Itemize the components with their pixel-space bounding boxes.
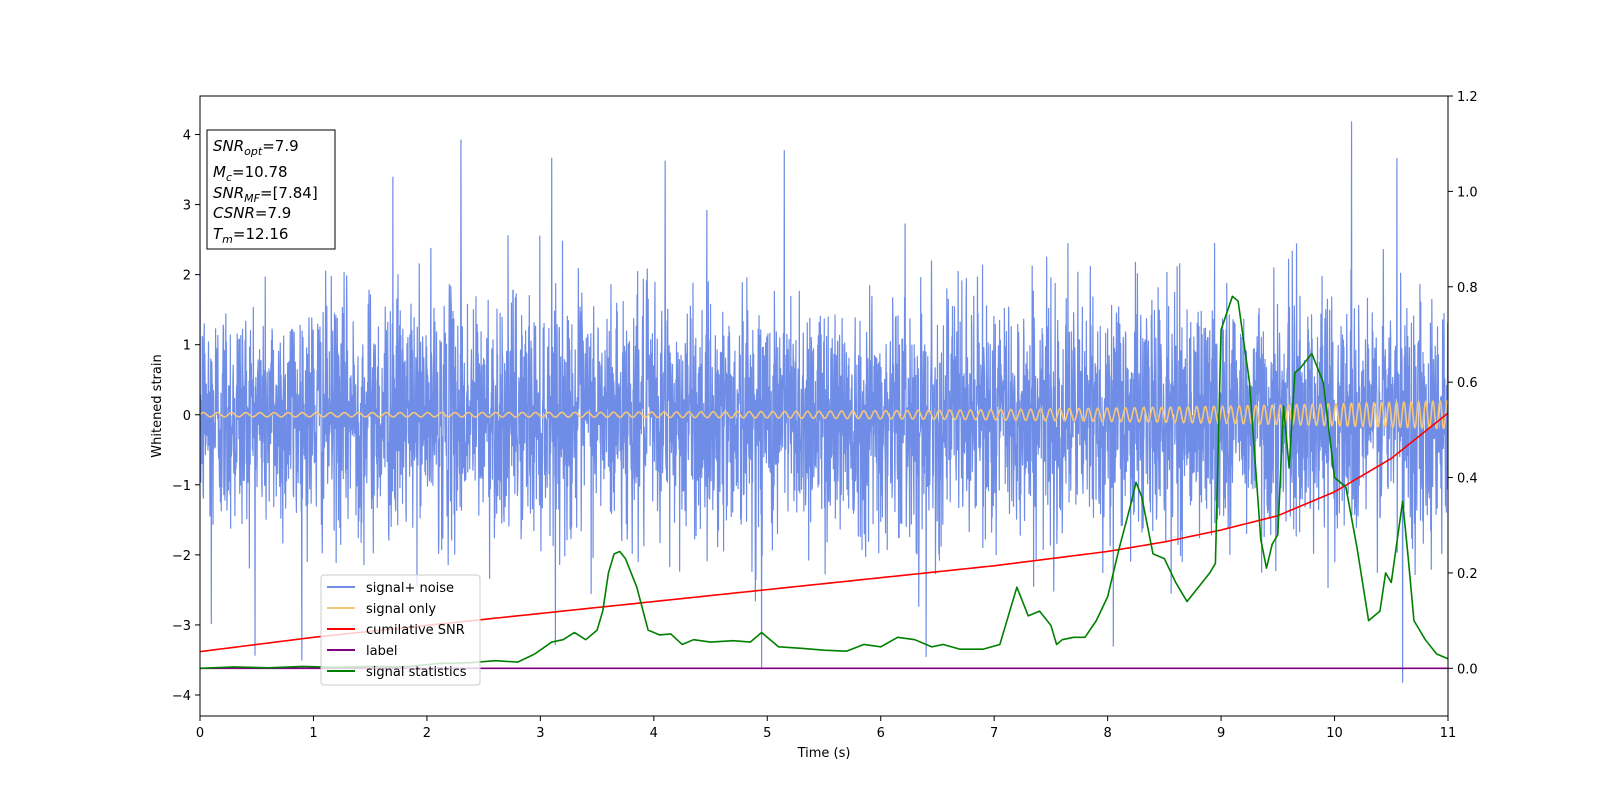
series-line-signal-statistics	[200, 295, 1448, 670]
y-right-tick-label: 1.2	[1457, 90, 1478, 105]
x-tick-label: 4	[650, 726, 658, 741]
y-left-tick-label: −1	[172, 479, 191, 494]
x-tick-label: 2	[423, 726, 431, 741]
legend-frame	[320, 574, 481, 686]
x-tick-label: 10	[1326, 726, 1343, 741]
info-box-line: SNRMF=[7.84]	[213, 184, 318, 205]
y-right-tick-label: 0.2	[1457, 567, 1478, 582]
plot-frame	[199, 95, 1449, 717]
y-left-tick-label: −2	[172, 549, 191, 564]
legend: signal+ noise signal only cumilative SNR la…	[320, 574, 481, 686]
series-line-signal-only	[200, 399, 1448, 430]
info-box-line: CSNR=7.9	[213, 204, 291, 222]
y-right-tick-label: 0.0	[1457, 662, 1478, 677]
y-left-tick-label: 3	[183, 199, 191, 214]
x-tick-label: 11	[1440, 726, 1457, 741]
legend-entry-label: signal statistics	[366, 665, 467, 680]
y-left-tick-label: −3	[172, 619, 191, 634]
info-box-frame	[206, 129, 336, 250]
x-tick-label: 3	[536, 726, 544, 741]
y-left-tick-label: 0	[183, 409, 191, 424]
y-right-tick-label: 0.6	[1457, 376, 1478, 391]
legend-entry-label: label	[366, 644, 397, 659]
info-box-line: Mc=10.78	[213, 163, 288, 184]
x-tick-label: 1	[309, 726, 317, 741]
legend-entry-label: cumilative SNR	[366, 623, 465, 638]
x-axis-label: Time (s)	[797, 746, 851, 761]
y-right-tick-label: 0.8	[1457, 281, 1478, 296]
legend-entry-label: signal only	[366, 602, 436, 617]
x-tick-label: 9	[1217, 726, 1225, 741]
y-left-tick-label: −4	[172, 689, 191, 704]
axes-layer: 0 1 2 3 4 5 6 7 8 9 10 1143210−1−2−3−40.00.20.40.60…	[172, 90, 1478, 741]
legend-entry-label: signal+ noise	[366, 581, 454, 596]
y-left-tick-label: 4	[183, 129, 191, 144]
info-box-line: Tm=12.16	[213, 225, 288, 246]
x-tick-label: 5	[763, 726, 771, 741]
y-left-tick-label: 1	[183, 339, 191, 354]
x-tick-label: 8	[1103, 726, 1111, 741]
y-right-tick-label: 0.4	[1457, 472, 1478, 487]
series-line-signal-noise	[200, 121, 1448, 683]
y-left-tick-label: 2	[183, 269, 191, 284]
info-box-line: SNRopt=7.9	[213, 137, 299, 158]
y-right-tick-label: 1.0	[1457, 185, 1478, 200]
y-axis-label: Whitened strain	[150, 354, 165, 457]
x-tick-label: 6	[877, 726, 885, 741]
x-tick-label: 7	[990, 726, 998, 741]
x-tick-label: 0	[196, 726, 204, 741]
